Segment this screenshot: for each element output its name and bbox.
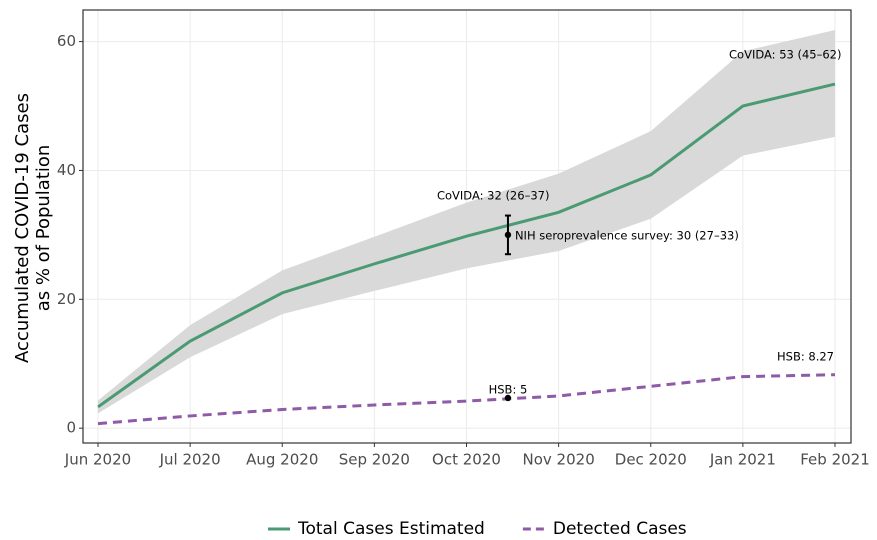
x-tick-label: Jun 2020 — [64, 451, 131, 469]
series-line — [97, 373, 836, 426]
x-tick-label: Jan 2021 — [709, 451, 776, 469]
y-tick-label: 60 — [57, 32, 76, 50]
legend-label: Detected Cases — [553, 519, 687, 539]
annotation: CoVIDA: 53 (45–62) — [729, 48, 841, 62]
y-axis-title: as % of Population — [33, 145, 54, 312]
series-line — [97, 82, 836, 409]
x-tick-label: Nov 2020 — [523, 451, 595, 469]
x-tick-label: Jul 2020 — [159, 451, 221, 469]
x-tick-label: Sep 2020 — [339, 451, 410, 469]
x-tick-label: Oct 2020 — [432, 451, 501, 469]
y-tick-label: 40 — [57, 161, 76, 179]
legend-label: Total Cases Estimated — [297, 519, 485, 539]
hsb-point — [504, 394, 512, 402]
annotation: NIH seroprevalence survey: 30 (27–33) — [515, 228, 739, 242]
y-tick-label: 0 — [66, 419, 76, 437]
y-tick-label: 20 — [57, 290, 76, 308]
confidence-band — [98, 29, 835, 414]
annotation: HSB: 8.27 — [777, 350, 834, 364]
x-tick-label: Aug 2020 — [246, 451, 318, 469]
plot-border — [82, 9, 852, 444]
annotation: HSB: 5 — [489, 383, 528, 397]
annotation: CoVIDA: 32 (26–37) — [437, 189, 549, 203]
survey-point — [504, 231, 512, 239]
x-tick-label: Feb 2021 — [800, 451, 870, 469]
y-axis-title: Accumulated COVID-19 Cases — [12, 93, 33, 363]
x-tick-label: Dec 2020 — [615, 451, 687, 469]
